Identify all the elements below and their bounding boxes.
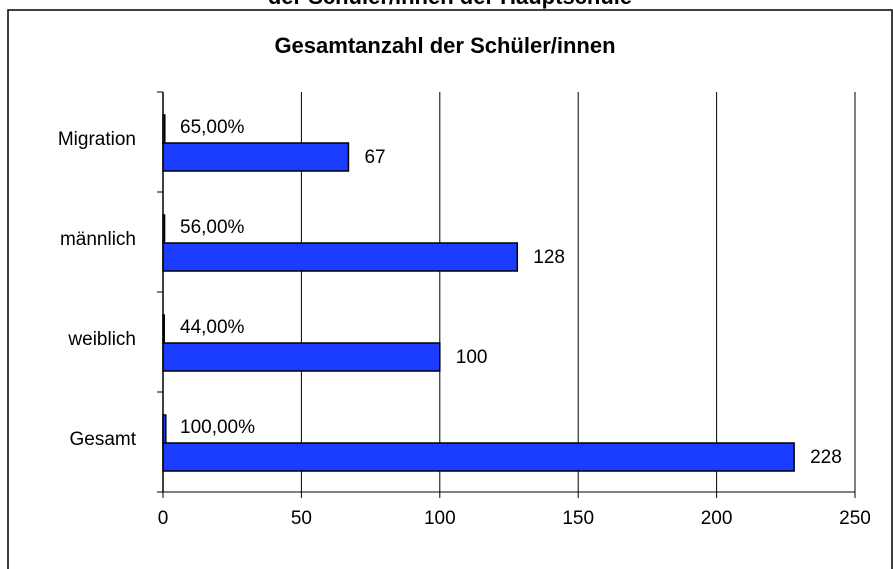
- bar: [162, 242, 519, 272]
- x-tick-label: 250: [839, 508, 871, 529]
- value-label: 100,00%: [180, 417, 255, 438]
- bar: [162, 114, 166, 144]
- y-tick-label: weiblich: [67, 329, 136, 350]
- x-tick-label: 200: [701, 508, 733, 529]
- value-label: 67: [364, 147, 385, 168]
- x-tick-label: 100: [424, 508, 456, 529]
- chart-frame: [7, 9, 893, 569]
- x-tick-label: 150: [562, 508, 594, 529]
- bar: [162, 342, 441, 372]
- value-label: 228: [810, 447, 842, 468]
- value-label: 65,00%: [180, 117, 245, 138]
- bar: [162, 314, 165, 344]
- value-label: 128: [533, 247, 565, 268]
- bar: [162, 414, 167, 444]
- page-heading: der Schüler/innen der Hauptschule: [268, 0, 632, 9]
- y-tick-label: Migration: [58, 129, 136, 150]
- y-tick-label: Gesamt: [69, 429, 136, 450]
- x-tick-label: 0: [158, 508, 169, 529]
- bar: [162, 214, 166, 244]
- value-label: 100: [456, 347, 488, 368]
- x-tick-label: 50: [291, 508, 312, 529]
- value-label: 44,00%: [180, 317, 245, 338]
- bar: [162, 142, 350, 172]
- y-tick-label: männlich: [60, 229, 136, 250]
- value-label: 56,00%: [180, 217, 245, 238]
- chart-title: Gesamtanzahl der Schüler/innen: [274, 33, 615, 58]
- bar: [162, 442, 795, 472]
